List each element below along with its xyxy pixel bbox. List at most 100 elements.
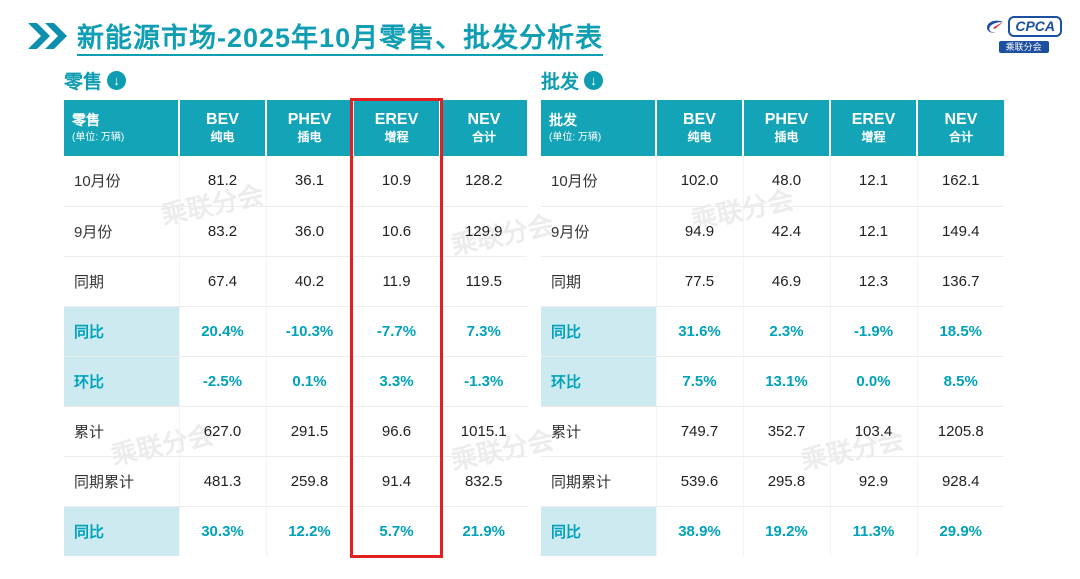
table-row: 同比 31.6% 2.3% -1.9% 18.5% bbox=[541, 306, 1004, 357]
row-label: 10月份 bbox=[541, 156, 657, 207]
section-header: 批发 ↓ bbox=[541, 67, 1004, 94]
down-arrow-icon: ↓ bbox=[584, 71, 604, 90]
section-label-wholesale: 批发 bbox=[541, 72, 580, 93]
row-label: 累计 bbox=[64, 406, 180, 457]
cell-value: 259.8 bbox=[266, 456, 354, 507]
double-chevron-icon bbox=[28, 22, 67, 49]
cell-value: 3.3% bbox=[353, 356, 441, 407]
row-label: 同期累计 bbox=[64, 456, 180, 507]
cell-value: 67.4 bbox=[179, 256, 267, 307]
section-header: 零售 ↓ bbox=[64, 67, 527, 94]
row-label: 同比 bbox=[64, 306, 180, 357]
column-header: BEV 纯电 bbox=[656, 100, 744, 156]
cell-value: -1.9% bbox=[830, 306, 918, 357]
cell-value: 10.9 bbox=[353, 156, 441, 207]
cell-value: 12.2% bbox=[266, 506, 354, 556]
cell-value: 12.3 bbox=[830, 256, 918, 307]
row-label: 9月份 bbox=[64, 206, 180, 257]
cell-value: 92.9 bbox=[830, 456, 918, 507]
cell-value: 38.9% bbox=[656, 506, 744, 556]
row-label: 同期累计 bbox=[541, 456, 657, 507]
cell-value: 81.2 bbox=[179, 156, 267, 207]
row-label: 同比 bbox=[541, 506, 657, 556]
section-label-retail: 零售 bbox=[64, 72, 103, 93]
logo-top: CPCA bbox=[985, 16, 1062, 37]
cell-value: 11.3% bbox=[830, 506, 918, 556]
cell-value: 1205.8 bbox=[917, 406, 1004, 457]
cell-value: 2.3% bbox=[743, 306, 831, 357]
table-row: 累计 627.0 291.5 96.6 1015.1 bbox=[64, 406, 527, 457]
cell-value: 29.9% bbox=[939, 522, 983, 540]
down-arrow-icon: ↓ bbox=[107, 71, 127, 90]
column-header: 零售 (单位: 万辆) bbox=[64, 100, 180, 156]
cell-value: 18.5% bbox=[917, 306, 1004, 357]
title-wrap: 新能源市场-2025年10月零售、批发分析表 bbox=[26, 16, 603, 55]
table-section-retail: 零售 ↓ 零售 (单位: 万辆) BEV 纯电 PHEV 插电 EREV 增程 NEV 合计 10月份 8… bbox=[64, 67, 527, 558]
retail-table: 零售 (单位: 万辆) BEV 纯电 PHEV 插电 EREV 增程 NEV 合计 10月份 81.2… bbox=[64, 100, 527, 556]
column-header: PHEV 插电 bbox=[266, 100, 354, 156]
cell-value: 77.5 bbox=[656, 256, 744, 307]
table-row: 同期 67.4 40.2 11.9 119.5 bbox=[64, 256, 527, 307]
cell-value: 103.4 bbox=[830, 406, 918, 457]
cell-value: 94.9 bbox=[656, 206, 744, 257]
cell-value: 749.7 bbox=[656, 406, 744, 457]
table-row: 10月份 102.0 48.0 12.1 162.1 bbox=[541, 156, 1004, 207]
cell-value: 10.6 bbox=[353, 206, 441, 257]
cell-value: -1.3% bbox=[440, 356, 527, 407]
cpca-logo: CPCA 乘联分会 bbox=[985, 16, 1062, 55]
cell-value: 5.7% bbox=[353, 506, 441, 556]
cell-value: 31.6% bbox=[656, 306, 744, 357]
row-label: 同期 bbox=[541, 256, 657, 307]
cell-value: 928.4 bbox=[917, 456, 1004, 507]
table-row: 同期 77.5 46.9 12.3 136.7 bbox=[541, 256, 1004, 307]
logo-caption: 乘联分会 bbox=[998, 41, 1049, 53]
cell-value: 1015.1 bbox=[440, 406, 527, 457]
cell-value: 8.5% bbox=[917, 356, 1004, 407]
column-header: NEV 合计 bbox=[917, 100, 1004, 156]
cell-value: 7.5% bbox=[656, 356, 744, 407]
cell-value: 162.1 bbox=[917, 156, 1004, 207]
cell-value: 83.2 bbox=[179, 206, 267, 257]
cell-value: 36.1 bbox=[266, 156, 354, 207]
cell-value: 19.2% bbox=[743, 506, 831, 556]
page-title: 新能源市场-2025年10月零售、批发分析表 bbox=[77, 23, 604, 53]
cell-value: 48.0 bbox=[743, 156, 831, 207]
table-row: 环比 7.5% 13.1% 0.0% 8.5% bbox=[541, 356, 1004, 407]
table-row: 同期累计 539.6 295.8 92.9 928.4 bbox=[541, 456, 1004, 507]
column-header: EREV 增程 bbox=[353, 100, 441, 156]
cell-value: 102.0 bbox=[656, 156, 744, 207]
cell-value: 36.0 bbox=[266, 206, 354, 257]
table-row: 同期累计 481.3 259.8 91.4 832.5 bbox=[64, 456, 527, 507]
cell-value: 539.6 bbox=[656, 456, 744, 507]
header-row: 零售 (单位: 万辆) BEV 纯电 PHEV 插电 EREV 增程 NEV 合计 bbox=[64, 100, 527, 156]
cell-value: -7.7% bbox=[353, 306, 441, 357]
header-row: 批发 (单位: 万辆) BEV 纯电 PHEV 插电 EREV 增程 NEV 合计 bbox=[541, 100, 1004, 156]
cell-value: 128.2 bbox=[440, 156, 527, 207]
cell-value: 11.9 bbox=[353, 256, 441, 307]
cell-value: 12.1 bbox=[830, 156, 918, 207]
wholesale-table: 批发 (单位: 万辆) BEV 纯电 PHEV 插电 EREV 增程 NEV 合计 10月份 102.… bbox=[541, 100, 1004, 556]
cell-value: 481.3 bbox=[179, 456, 267, 507]
row-label: 环比 bbox=[64, 356, 180, 407]
cell-value: -2.5% bbox=[179, 356, 267, 407]
row-label: 10月份 bbox=[64, 156, 180, 207]
logo-text: CPCA bbox=[1008, 16, 1062, 37]
column-header: 批发 (单位: 万辆) bbox=[541, 100, 657, 156]
table-row: 同比 20.4% -10.3% -7.7% 7.3% bbox=[64, 306, 527, 357]
cell-value: 352.7 bbox=[743, 406, 831, 457]
column-header: PHEV 插电 bbox=[743, 100, 831, 156]
row-label: 环比 bbox=[541, 356, 657, 407]
row-label: 9月份 bbox=[541, 206, 657, 257]
table-wrap: 零售 (单位: 万辆) BEV 纯电 PHEV 插电 EREV 增程 NEV 合计 10月份 81.2… bbox=[64, 98, 527, 558]
cell-value: 42.4 bbox=[743, 206, 831, 257]
cell-value: 291.5 bbox=[266, 406, 354, 457]
cell-value: 40.2 bbox=[266, 256, 354, 307]
column-header: BEV 纯电 bbox=[179, 100, 267, 156]
cell-value: 7.3% bbox=[440, 306, 527, 357]
row-label: 同比 bbox=[541, 306, 657, 357]
column-header: EREV 增程 bbox=[830, 100, 918, 156]
cell-value: 0.0% bbox=[830, 356, 918, 407]
cell-value: 46.9 bbox=[743, 256, 831, 307]
cell-value: 96.6 bbox=[353, 406, 441, 457]
cell-value: 832.5 bbox=[440, 456, 527, 507]
